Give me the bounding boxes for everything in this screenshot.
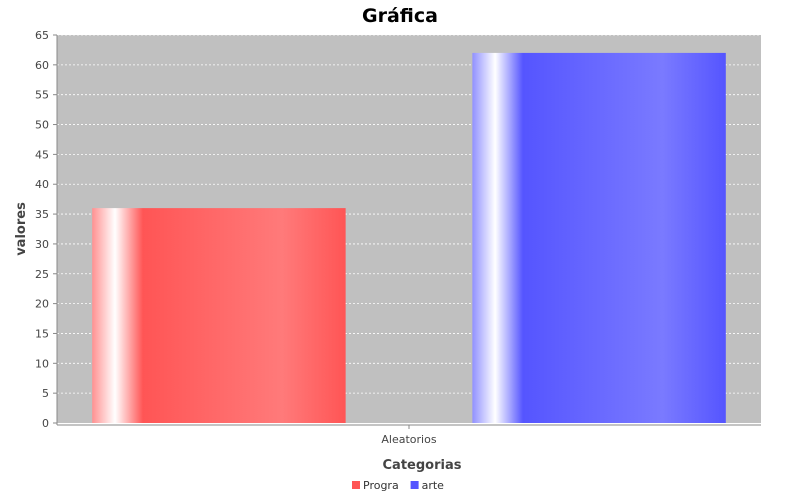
y-tick-label: 5 <box>42 387 49 400</box>
legend-swatch-progra <box>352 481 360 489</box>
legend-label-progra: Progra <box>363 479 399 492</box>
legend-label-arte: arte <box>422 479 445 492</box>
y-tick-label: 50 <box>35 119 49 132</box>
y-tick-label: 45 <box>35 148 49 161</box>
y-tick-label: 55 <box>35 89 49 102</box>
x-axis: Aleatorios <box>57 424 761 446</box>
y-tick-label: 40 <box>35 178 49 191</box>
y-tick-label: 25 <box>35 268 49 281</box>
y-axis-label: valores <box>14 202 29 256</box>
y-tick-label: 15 <box>35 327 49 340</box>
y-tick-label: 60 <box>35 59 49 72</box>
x-axis-label: Categorias <box>383 458 462 473</box>
chart-title: Gráfica <box>362 5 438 27</box>
bars <box>92 52 726 424</box>
bar-arte <box>472 52 726 424</box>
y-tick-label: 0 <box>42 417 49 430</box>
x-tick-label: Aleatorios <box>381 433 436 446</box>
y-tick-label: 10 <box>35 357 49 370</box>
bar-progra <box>92 208 346 423</box>
legend-swatch-arte <box>410 481 419 489</box>
y-axis: 0 5 10 15 20 25 30 35 40 45 50 55 60 65 <box>35 29 58 430</box>
y-tick-label: 35 <box>35 208 49 221</box>
y-tick-label: 30 <box>35 238 49 251</box>
y-tick-label: 65 <box>35 29 49 42</box>
y-tick-label: 20 <box>35 298 49 311</box>
legend: Progra arte <box>352 479 444 492</box>
